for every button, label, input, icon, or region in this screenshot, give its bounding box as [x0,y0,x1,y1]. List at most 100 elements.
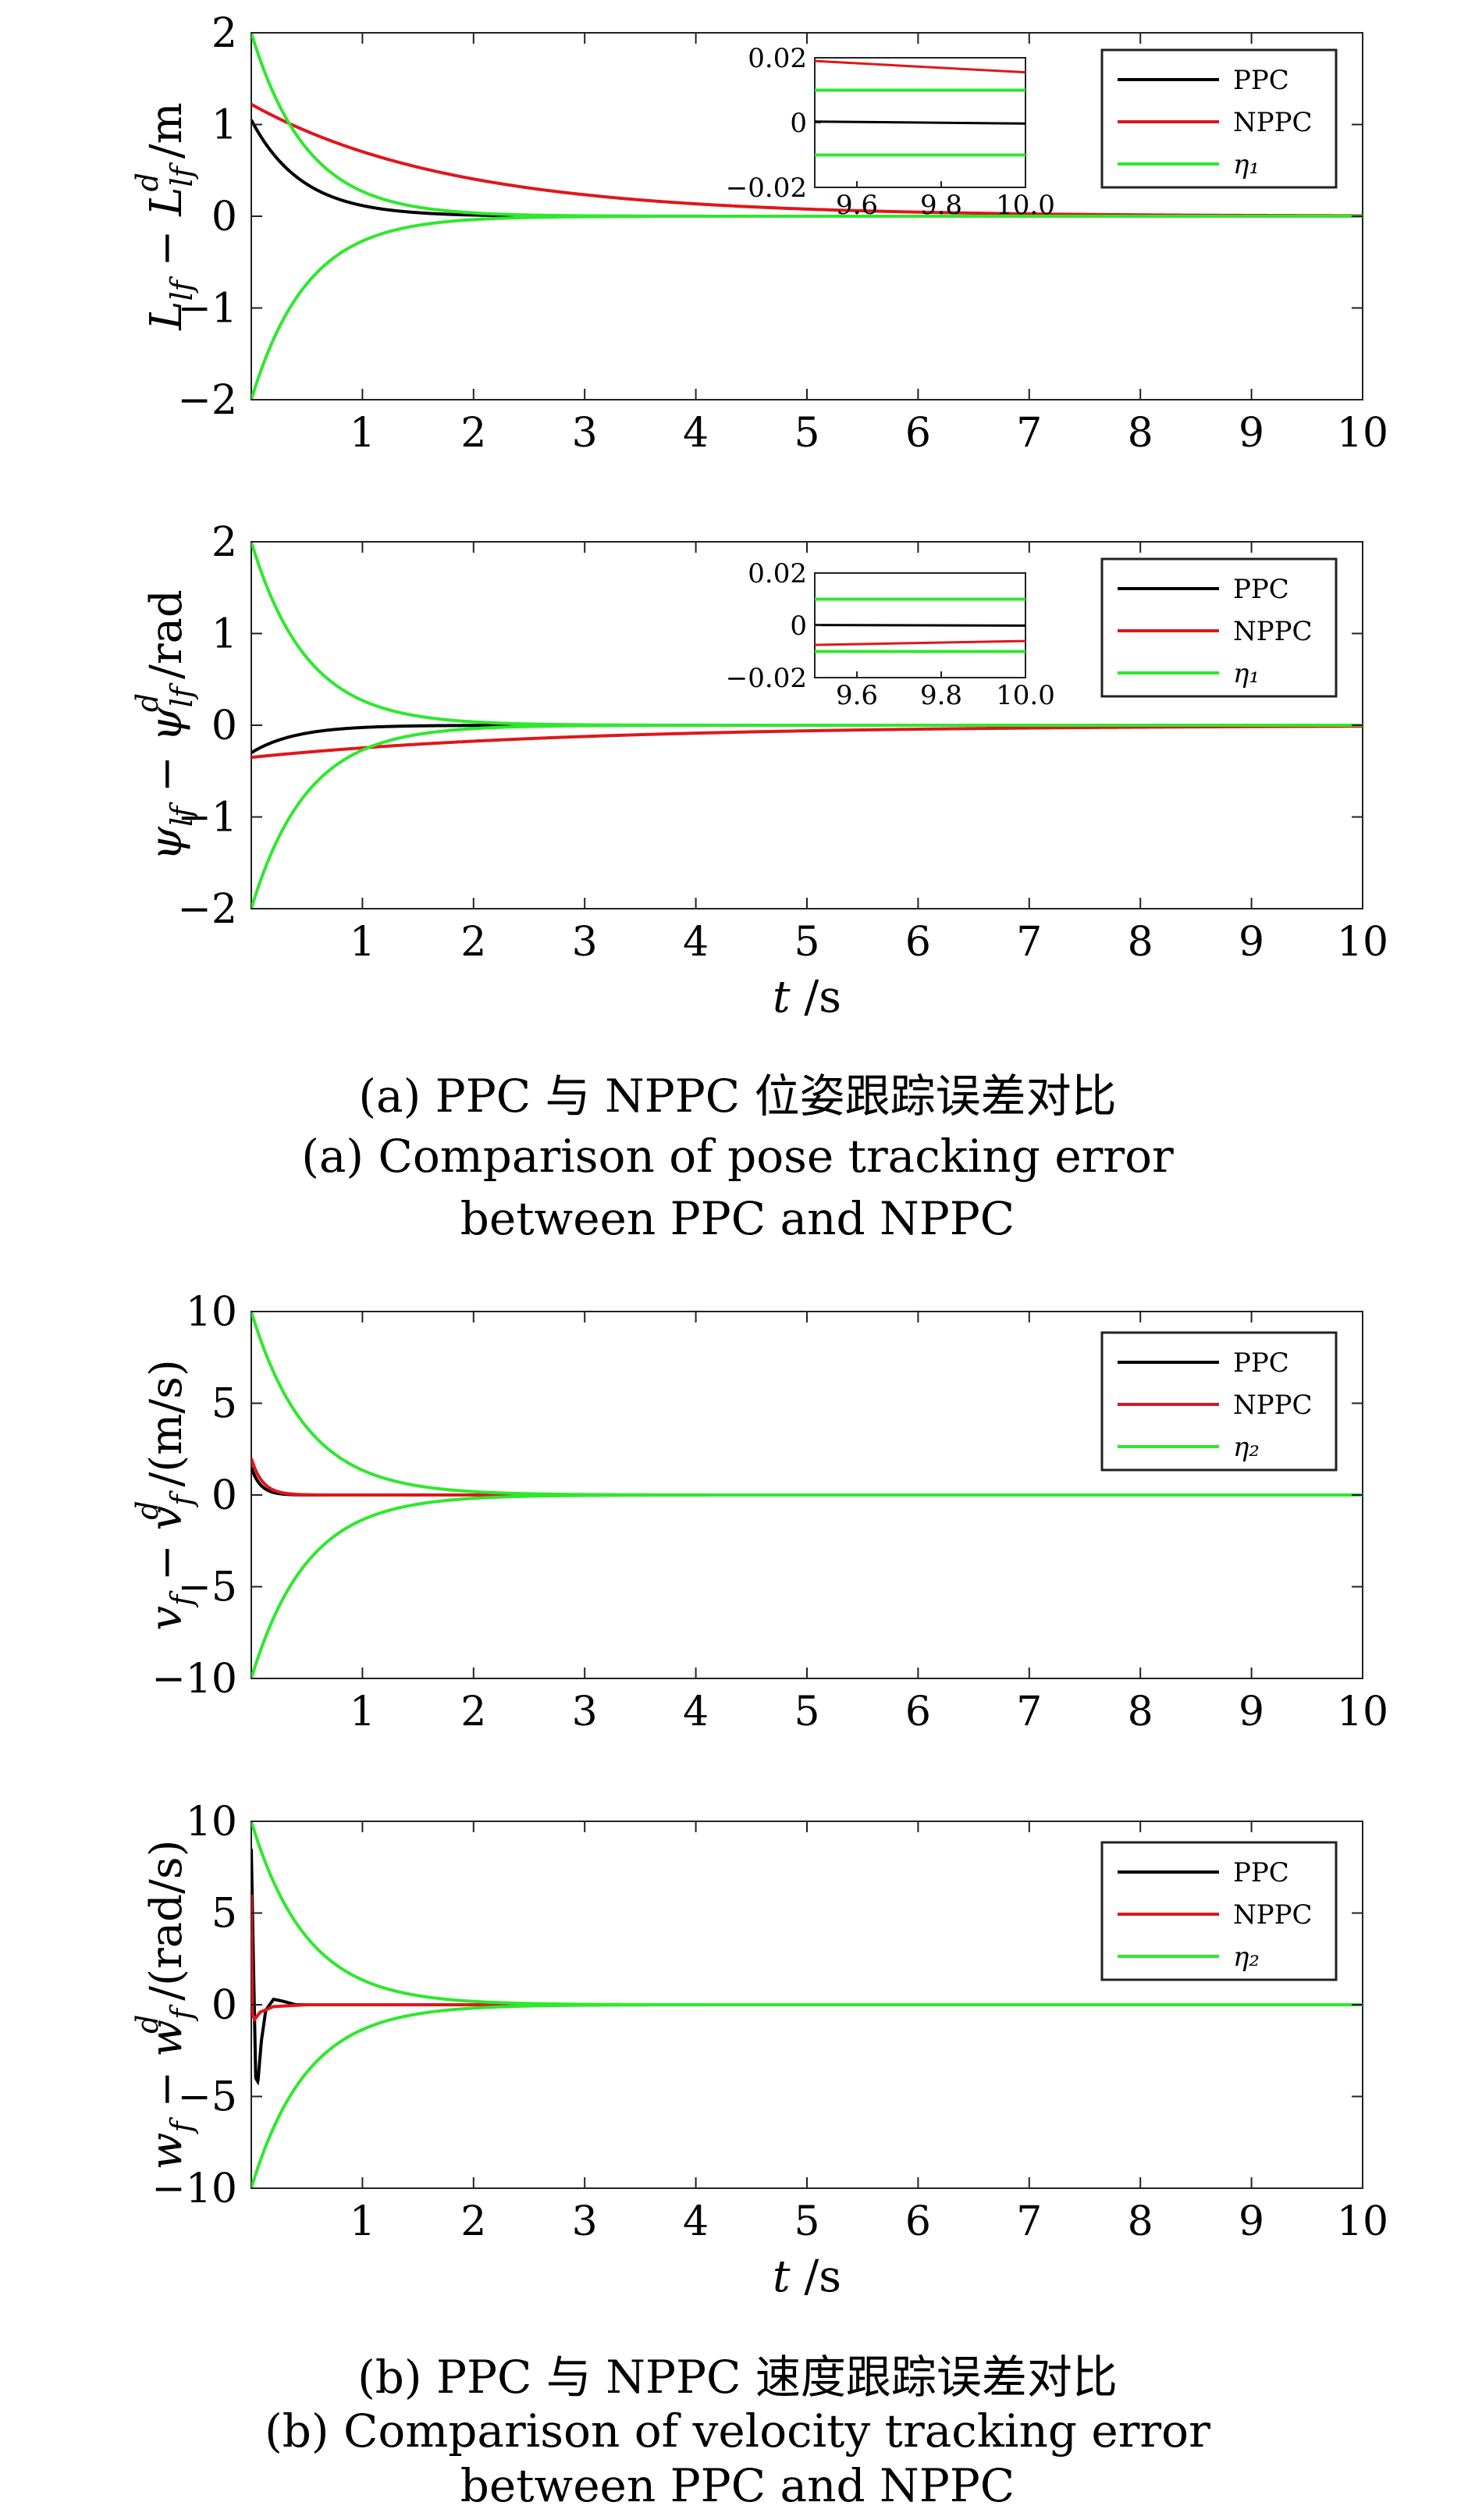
y-tick-label: −2 [177,886,237,933]
x-tick-label: 3 [572,919,598,966]
x-tick-label: 4 [683,1689,709,1735]
chart-panel-1: −2 −1 0 1 2 1 2 3 4 5 6 7 8 9 10 Llf − Llfd /m PPC NPPC η₁… [130,10,1388,457]
x-tick-label: 5 [794,1689,819,1735]
x-tick-label: 8 [1128,410,1153,457]
legend-label: NPPC [1233,107,1313,138]
y-tick-label: 0 [211,1982,237,2029]
y-tick-label: −5 [177,2074,237,2121]
y-tick-label: −10 [151,2166,237,2212]
x-tick-label: 6 [905,410,931,457]
x-axis-label: t /s [773,2251,841,2302]
inset-y-tick-label: 0.02 [748,43,807,74]
y-tick-label: −10 [151,1656,237,1703]
caption-a-chinese: (a) PPC 与 NPPC 位姿跟踪误差对比 [358,1070,1117,1123]
inset-y-tick-label: −0.02 [726,173,807,204]
y-tick-label: −1 [177,286,237,333]
x-tick-label: 7 [1016,2198,1042,2245]
y-axis-label: vf − vfd /(m/s) [130,1359,199,1630]
series-line-3-lower [251,215,1363,400]
inset-x-tick-label: 9.6 [836,680,878,711]
x-tick-label: 10 [1337,410,1388,457]
x-tick-label: 1 [350,410,375,457]
x-tick-label: 8 [1128,1689,1153,1735]
caption-b-english-line2: between PPC and NPPC [460,2459,1015,2512]
y-axis-label: Llf − Llfd /m [130,102,199,330]
x-tick-label: 10 [1337,919,1388,966]
x-tick-label: 10 [1337,1689,1388,1735]
x-tick-label: 8 [1128,2198,1153,2245]
series-line-3-lower [251,724,1363,909]
inset-y-tick-label: 0 [790,108,807,139]
x-tick-label: 9 [1239,410,1264,457]
x-tick-label: 1 [350,1689,375,1735]
y-tick-label: 2 [211,519,237,566]
x-tick-label: 2 [460,919,486,966]
caption-b-chinese: (b) PPC 与 NPPC 速度跟踪误差对比 [357,2351,1118,2404]
legend-label: η₁ [1233,149,1260,180]
x-tick-label: 1 [350,2198,375,2245]
caption-a-english-line1: (a) Comparison of pose tracking error [301,1130,1174,1183]
series-group [251,33,1363,400]
y-tick-label: 10 [186,1799,237,1846]
x-tick-label: 9 [1239,2198,1264,2245]
y-axis-label: wf − wfd /(rad/s) [130,1840,199,2170]
legend-label: η₂ [1233,1942,1260,1973]
inset-x-tick-label: 10.0 [996,680,1055,711]
y-tick-label: 5 [211,1891,237,1938]
legend: PPC NPPC η₁ [1100,557,1338,698]
x-tick-label: 1 [350,919,375,966]
inset-x-tick-label: 9.6 [836,190,878,221]
inset-ppc-line [814,120,1026,125]
x-tick-label: 2 [460,410,486,457]
x-tick-label: 7 [1016,1689,1042,1735]
y-tick-label: 2 [211,10,237,57]
inset-zoom: 9.6 9.8 10.0 0.02 0 −0.02 [726,558,1055,711]
y-tick-label: −1 [177,795,237,842]
series-group [251,1821,1363,2188]
series-group [251,542,1363,909]
legend-label: PPC [1233,574,1289,605]
inset-x-tick-label: 9.8 [920,680,962,711]
legend-label: η₁ [1233,658,1260,689]
inset-ppc-line [814,624,1026,627]
x-tick-label: 2 [460,1689,486,1735]
legend-label: PPC [1233,1347,1289,1379]
legend: PPC NPPC η₂ [1100,1331,1338,1472]
legend: PPC NPPC η₂ [1100,1841,1338,1981]
y-tick-label: 10 [186,1289,237,1336]
x-axis-label: t /s [773,972,841,1023]
legend-label: NPPC [1233,1390,1313,1421]
legend-label: NPPC [1233,616,1313,647]
x-tick-label: 4 [683,2198,709,2245]
inset-y-tick-label: −0.02 [726,663,807,694]
x-tick-label: 9 [1239,1689,1264,1735]
series-line-2 [251,724,1363,760]
caption-b-english-line1: (b) Comparison of velocity tracking erro… [265,2404,1210,2458]
y-tick-label: 1 [211,102,237,149]
y-tick-label: 1 [211,611,237,658]
x-tick-label: 3 [572,410,598,457]
inset-x-tick-label: 10.0 [996,190,1055,221]
legend: PPC NPPC η₁ [1100,48,1338,189]
x-tick-label: 7 [1016,919,1042,966]
y-tick-label: 0 [211,703,237,749]
series-line-3-lower [251,1493,1363,1678]
series-line-3-lower [251,2003,1363,2188]
inset-y-tick-label: 0 [790,610,807,642]
x-tick-label: 5 [794,410,819,457]
legend-label: PPC [1233,1857,1289,1888]
y-tick-label: 5 [211,1381,237,1428]
x-tick-label: 5 [794,919,819,966]
caption-a-english-line2: between PPC and NPPC [460,1192,1015,1245]
inset-zoom: 9.6 9.8 10.0 0.02 0 −0.02 [726,43,1055,221]
x-tick-label: 8 [1128,919,1153,966]
y-tick-label: −5 [177,1564,237,1611]
series-line-2 [251,102,1363,218]
y-tick-label: 0 [211,1472,237,1519]
chart-panel-2: −2 −1 0 1 2 1 2 3 4 5 6 7 8 9 10 ψlf − ψlfd /rad t /s PPC… [130,519,1388,1023]
inset-nppc-line [814,59,1026,74]
series-group [251,1312,1363,1678]
x-tick-label: 4 [683,919,709,966]
y-axis-label: ψlf − ψlfd /rad [130,589,199,861]
